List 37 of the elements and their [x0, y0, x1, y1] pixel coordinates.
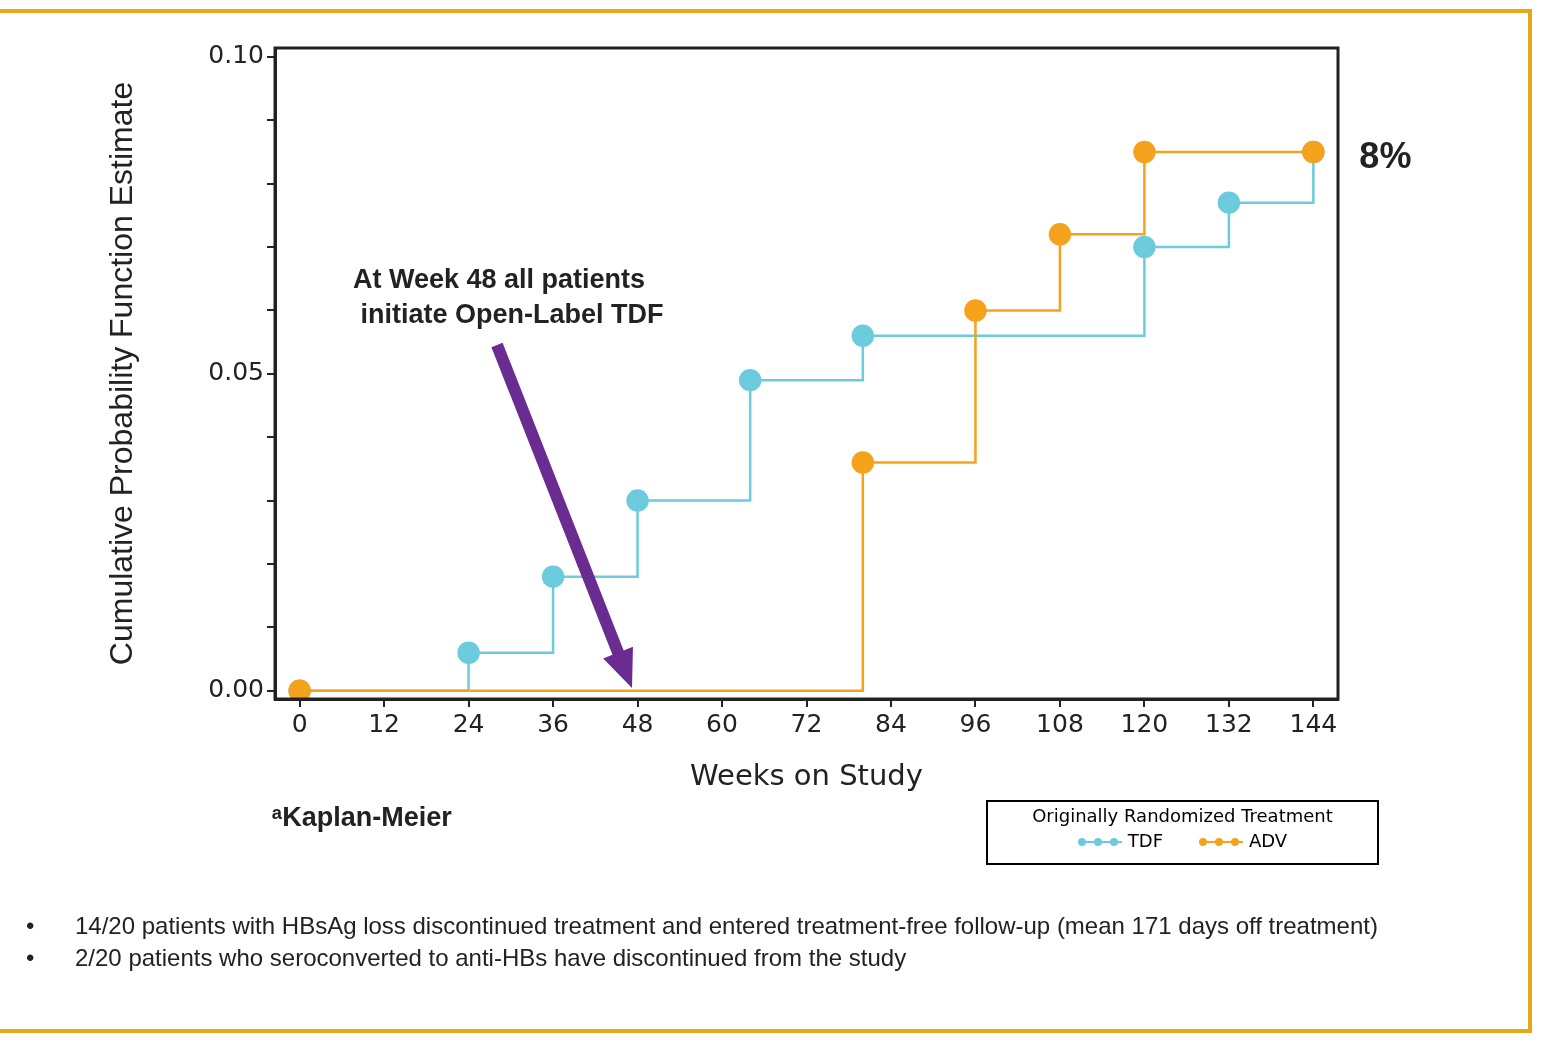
point	[626, 489, 649, 512]
x-tick-label: 36	[537, 708, 569, 738]
text: • 14/20 patients with HBsAg loss discontinued treatment and entered treatment-free follow-up (mean 171 days off treatment)	[26, 912, 1378, 939]
x-tick-label: 120	[1120, 708, 1169, 738]
x-tick-label: 108	[1036, 708, 1084, 738]
x-tick-label: 24	[452, 708, 485, 738]
point	[738, 368, 762, 392]
annotation: At Week 48 all patients initiate Open-Label TDF	[353, 263, 664, 331]
text: ᵃKaplan-Meier	[272, 802, 452, 833]
x-tick-label: 0	[291, 708, 308, 738]
x-tick-label: 48	[621, 708, 654, 738]
point	[541, 565, 565, 588]
x-tick-label: 132	[1205, 708, 1253, 738]
point	[1133, 235, 1156, 259]
x-tick-label: 144	[1289, 708, 1338, 738]
legend-label: TDF	[1126, 830, 1164, 851]
y-axis-title: Cumulative Probability Function Estimate	[103, 81, 140, 666]
x-tick-label: 84	[875, 708, 907, 738]
y-tick-label: 0.00	[208, 674, 264, 704]
point	[851, 451, 875, 474]
point	[457, 641, 480, 664]
x-tick-label: 60	[706, 708, 738, 738]
text: • 2/20 patients who seroconverted to anti-HBs have discontinued from the study	[26, 944, 907, 971]
legend-title: Originally Randomized Treatment	[1031, 805, 1334, 826]
point	[851, 324, 875, 348]
x-axis-title: Weeks on Study	[690, 758, 923, 793]
y-tick-label: 0.05	[208, 357, 264, 387]
point	[1048, 223, 1072, 246]
point	[964, 299, 987, 322]
y-tick-label: 0.10	[208, 40, 264, 70]
x-tick-label: 96	[959, 708, 992, 738]
x-tick-label: 12	[368, 708, 401, 738]
x-tick-label: 72	[790, 708, 823, 738]
legend-label: ADV	[1248, 830, 1288, 851]
annotation: 8%	[1359, 134, 1412, 176]
point	[1133, 140, 1156, 164]
point	[1217, 191, 1241, 214]
